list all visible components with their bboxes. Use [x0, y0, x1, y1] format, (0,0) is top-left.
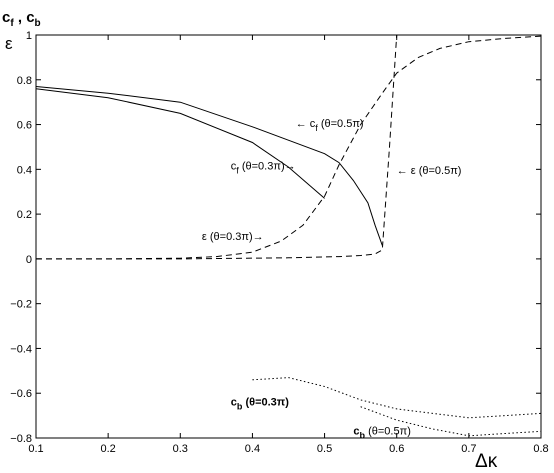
- x-tick-label: 0.5: [317, 443, 332, 455]
- y-tick-label: 1: [26, 30, 32, 42]
- plot-frame: [35, 34, 542, 439]
- y-tick-label: 0: [26, 254, 32, 266]
- y-tick-label: 0.8: [17, 75, 32, 87]
- y-tick-label: −0.2: [10, 299, 32, 311]
- plot-series-group: [35, 34, 542, 437]
- annotation-eps05: ← ε (θ=0.5π): [397, 165, 462, 177]
- y-tick-label: 0.6: [17, 120, 32, 132]
- annotation-cb03: cb (θ=0.3π): [231, 397, 289, 412]
- x-tick-label: 0.3: [173, 443, 188, 455]
- x-tick-label: 0.6: [389, 443, 404, 455]
- x-axis-label: Δκ: [475, 451, 498, 472]
- annotation-eps03: ε (θ=0.3π)→: [202, 231, 264, 243]
- y-tick-label: 0.4: [17, 164, 32, 176]
- annotation-cb05: cb (θ=0.5π): [353, 426, 410, 441]
- series-line-1: [35, 88, 325, 199]
- series-line-2: [36, 35, 542, 260]
- series-line-3: [36, 34, 398, 260]
- y-axis-label-cf-cb: cf , cb: [2, 9, 41, 29]
- x-tick-label: 0.4: [245, 443, 260, 455]
- plot-annotations: ← cf (θ=0.5π) cf (θ=0.3π)→ ← ε (θ=0.5π) ε (…: [202, 118, 462, 441]
- x-tick-label: 0.8: [533, 443, 548, 455]
- y-tick-label: −0.4: [10, 343, 32, 355]
- x-tick-label: 0.1: [28, 443, 43, 455]
- y-tick-label: −0.8: [10, 433, 32, 445]
- y-axis-label-epsilon: ε: [5, 34, 13, 53]
- annotation-cf03: cf (θ=0.3π)→: [231, 160, 296, 175]
- x-tick-label: 0.2: [100, 443, 115, 455]
- y-tick-label: 0.2: [17, 209, 32, 221]
- plot-axes: 0.1 0.2 0.3 0.4 0.5 0.6 0.7 0.8 1 0.8 0.6 0.4 0.2 0 −0…: [10, 30, 548, 455]
- annotation-cf05: ← cf (θ=0.5π): [296, 118, 364, 133]
- y-tick-label: −0.6: [10, 388, 32, 400]
- series-line-0: [35, 86, 383, 246]
- series-line-4: [252, 377, 542, 419]
- series-line-5: [360, 406, 542, 437]
- x-tick-label: 0.7: [461, 443, 476, 455]
